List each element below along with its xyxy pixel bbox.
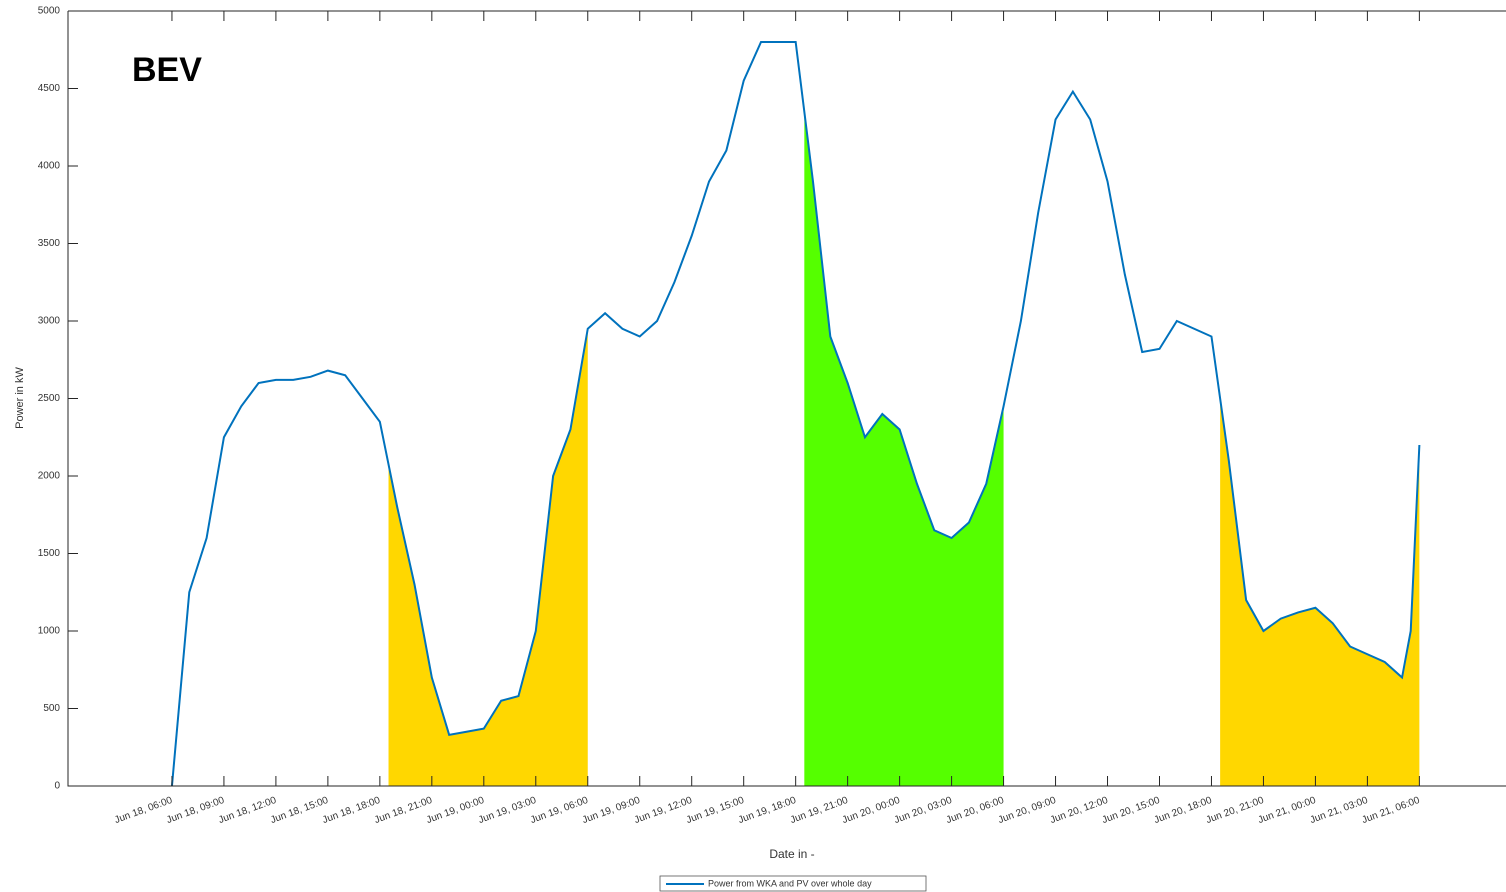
x-tick-label: Jun 18, 09:00 xyxy=(165,795,226,826)
y-tick-label: 2000 xyxy=(38,471,61,482)
x-tick-label: Jun 20, 21:00 xyxy=(1205,795,1266,826)
y-tick-label: 4500 xyxy=(38,83,61,94)
legend-label: Power from WKA and PV over whole day xyxy=(708,878,872,888)
x-tick-label: Jun 19, 21:00 xyxy=(789,795,850,826)
x-tick-label: Jun 19, 00:00 xyxy=(425,795,486,826)
x-axis-label: Date in - xyxy=(769,847,814,861)
x-tick-label: Jun 18, 18:00 xyxy=(321,795,382,826)
legend-box xyxy=(659,875,927,892)
x-tick-label: Jun 20, 18:00 xyxy=(1153,795,1214,826)
y-tick-label: 0 xyxy=(54,781,60,792)
x-tick-label: Jun 20, 15:00 xyxy=(1101,795,1162,826)
x-tick-label: Jun 18, 12:00 xyxy=(217,795,278,826)
y-tick-label: 3500 xyxy=(38,238,61,249)
x-tick-label: Jun 20, 09:00 xyxy=(997,795,1058,826)
x-tick-label: Jun 21, 03:00 xyxy=(1309,795,1370,826)
x-tick-label: Jun 19, 03:00 xyxy=(477,795,538,826)
x-tick-label: Jun 19, 18:00 xyxy=(737,795,798,826)
y-tick-label: 2500 xyxy=(38,393,61,404)
y-axis-label: Power in kW xyxy=(14,367,26,429)
y-tick-label: 1000 xyxy=(38,626,61,637)
y-tick-label: 4000 xyxy=(38,161,61,172)
x-tick-label: Jun 20, 03:00 xyxy=(893,795,954,826)
y-tick-label: 3000 xyxy=(38,316,61,327)
y-tick-label: 5000 xyxy=(38,6,61,17)
x-tick-label: Jun 19, 12:00 xyxy=(633,795,694,826)
y-tick-label: 500 xyxy=(43,703,60,714)
shaded-area xyxy=(1220,398,1420,786)
x-tick-label: Jun 18, 21:00 xyxy=(373,795,434,826)
annotation: BEV xyxy=(132,51,202,89)
x-tick-label: Jun 19, 15:00 xyxy=(685,795,746,826)
x-tick-label: Jun 18, 06:00 xyxy=(113,795,174,826)
shaded-area xyxy=(804,111,1004,786)
x-tick-label: Jun 20, 06:00 xyxy=(945,795,1006,826)
x-tick-label: Jun 21, 00:00 xyxy=(1257,795,1318,826)
x-tick-label: Jun 20, 12:00 xyxy=(1049,795,1110,826)
shaded-area xyxy=(388,328,588,786)
x-tick-label: Jun 21, 06:00 xyxy=(1361,795,1422,826)
x-tick-label: Jun 19, 09:00 xyxy=(581,795,642,826)
x-tick-label: Jun 20, 00:00 xyxy=(841,795,902,826)
x-tick-label: Jun 18, 15:00 xyxy=(269,795,330,826)
y-tick-label: 1500 xyxy=(38,548,61,559)
x-tick-label: Jun 19, 06:00 xyxy=(529,795,590,826)
line xyxy=(170,41,1421,787)
